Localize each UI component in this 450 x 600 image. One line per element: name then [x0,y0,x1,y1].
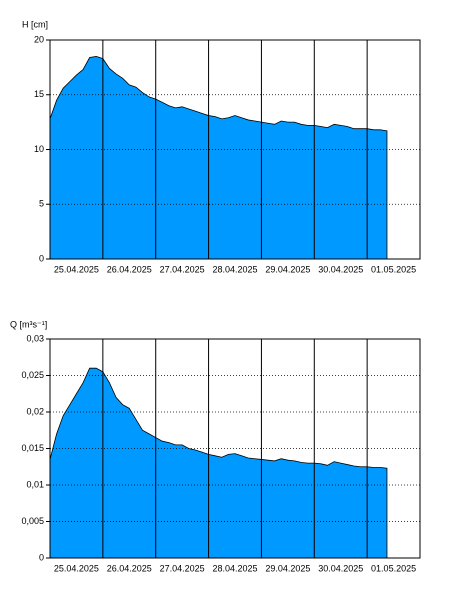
x-tick-label: 25.04.2025 [54,563,99,573]
x-tick-label: 26.04.2025 [107,563,152,573]
y-tick-label: 0,01 [26,479,44,489]
x-tick-label: 27.04.2025 [160,264,205,274]
y-tick-label: 0,02 [26,406,44,416]
plot-frame [49,39,421,260]
y-tick-label: 0 [39,253,44,263]
area [49,367,388,559]
y-tick-label: 0 [39,552,44,562]
y-tick-label: 15 [34,89,44,99]
y-axis-label: H [cm] [22,19,48,29]
x-tick-label: 26.04.2025 [107,264,152,274]
x-tick-label: 30.04.2025 [318,563,363,573]
y-tick-label: 0,03 [26,333,44,343]
x-tick-label: 28.04.2025 [212,563,257,573]
x-tick-label: 29.04.2025 [265,264,310,274]
y-tick-label: 20 [34,34,44,44]
y-tick-label: 10 [34,144,44,154]
y-axis-label: Q [m³s⁻¹] [10,319,47,329]
plot-frame [49,338,421,559]
y-tick-label: 0,015 [21,443,44,453]
x-tick-label: 25.04.2025 [54,264,99,274]
x-tick-label: 27.04.2025 [160,563,205,573]
x-tick-label: 01.05.2025 [371,264,416,274]
x-tick-label: 01.05.2025 [371,563,416,573]
y-tick-label: 0,025 [21,370,44,380]
y-tick-label: 5 [39,199,44,209]
x-tick-label: 29.04.2025 [265,563,310,573]
area [49,56,388,260]
x-tick-label: 28.04.2025 [212,264,257,274]
y-tick-label: 0,005 [21,516,44,526]
x-tick-label: 30.04.2025 [318,264,363,274]
